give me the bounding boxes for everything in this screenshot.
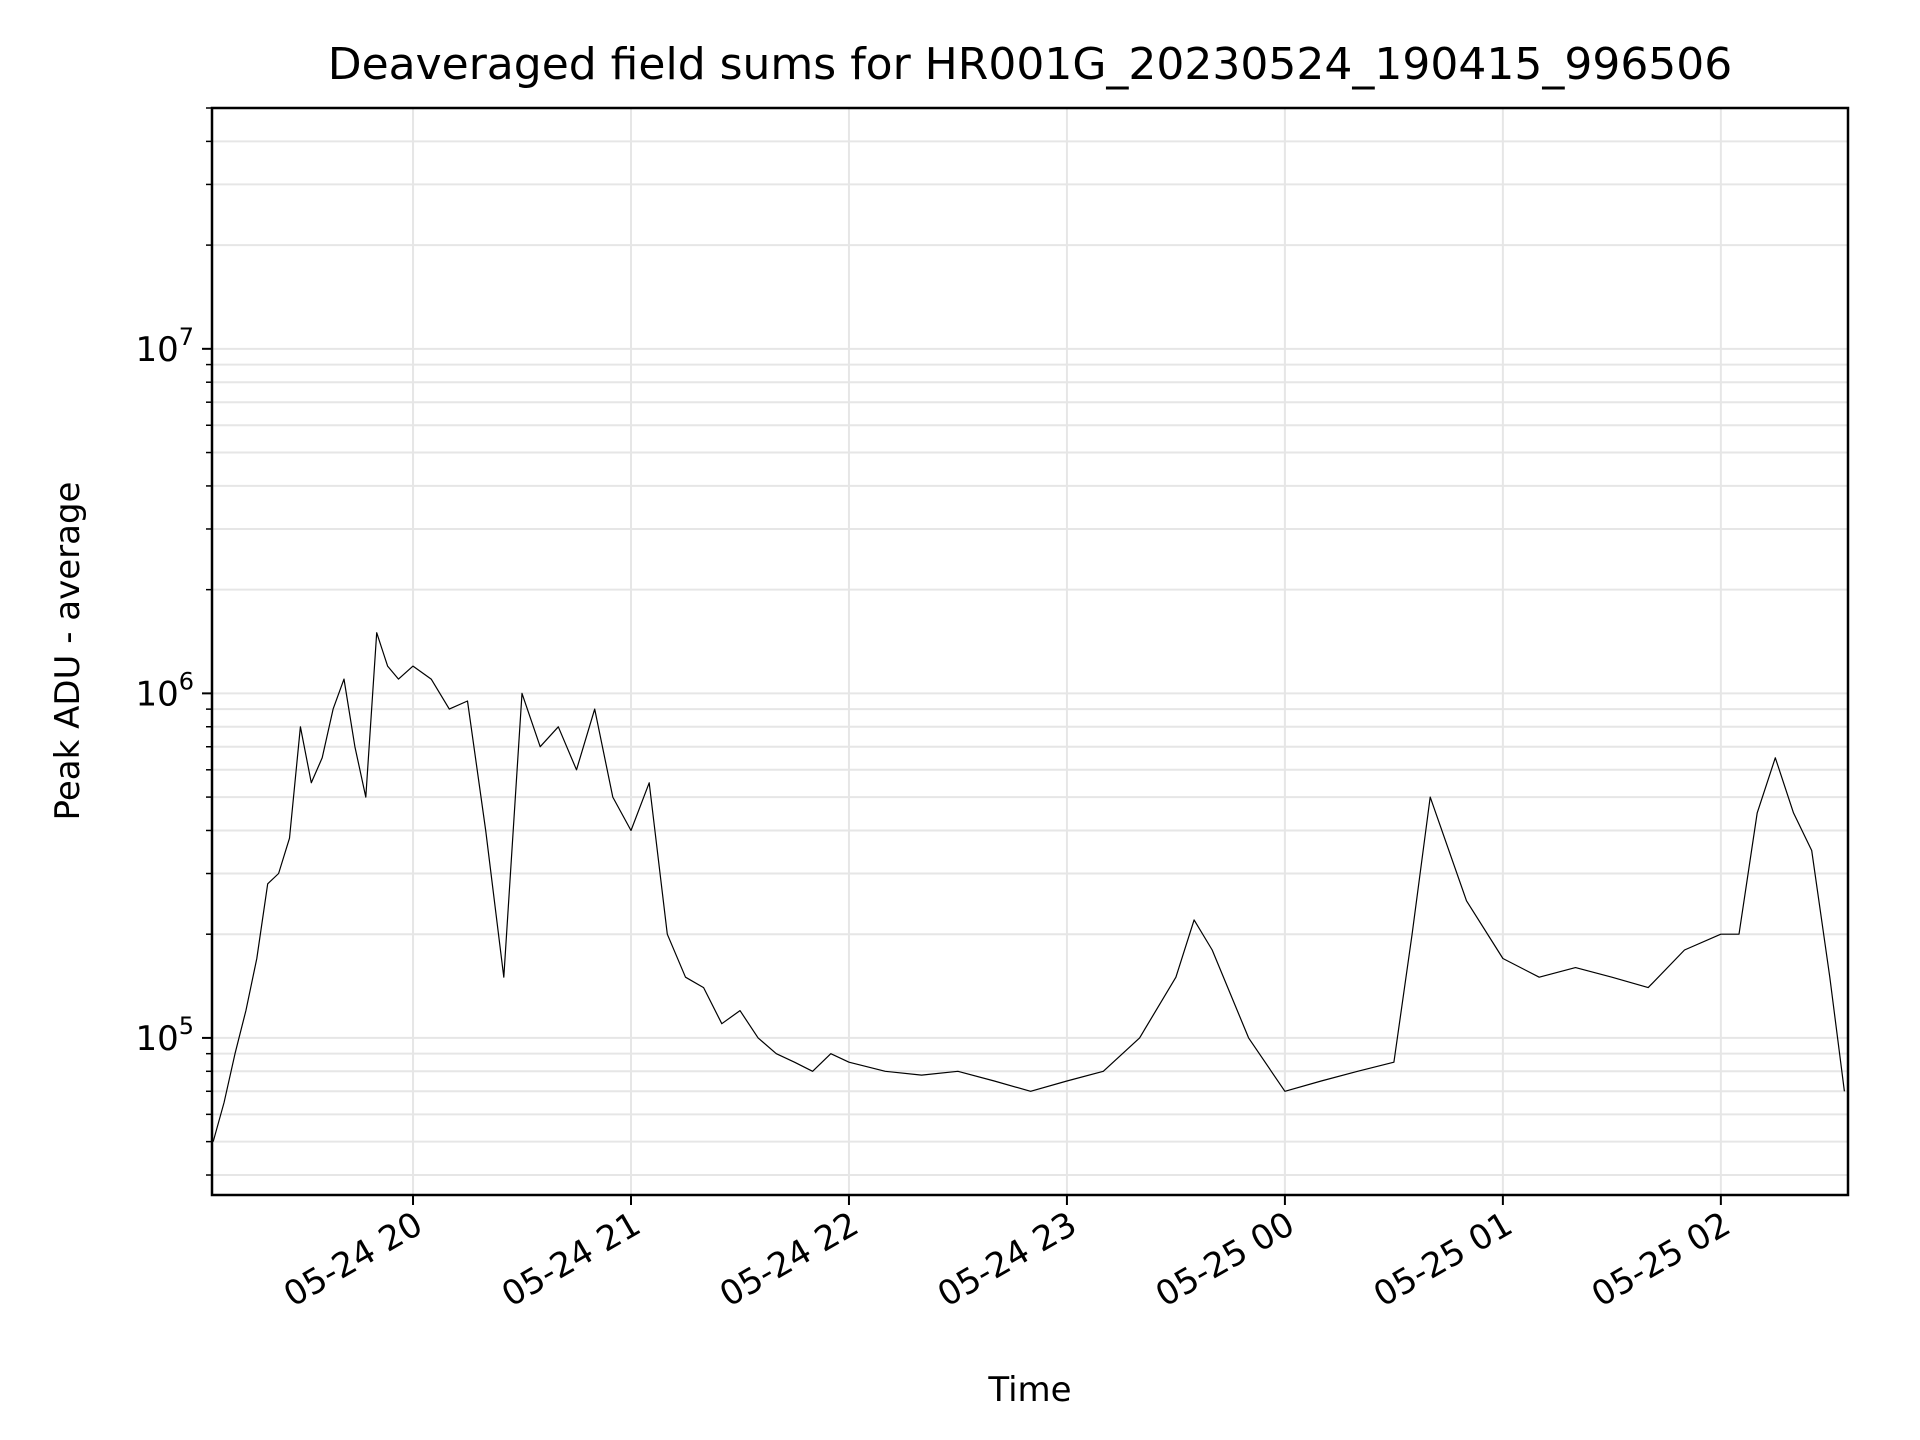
x-axis-title: Time bbox=[987, 1370, 1071, 1410]
chart-title: Deaveraged field sums for HR001G_2023052… bbox=[328, 39, 1733, 90]
plot-frame bbox=[210, 106, 1850, 1197]
series-line bbox=[212, 632, 1845, 1142]
y-axis: 105 106 107 bbox=[135, 107, 212, 1176]
y-tick-label: 105 bbox=[135, 1012, 194, 1059]
y-tick-label: 107 bbox=[135, 323, 194, 370]
y-tick-label: 106 bbox=[135, 667, 194, 714]
y-axis-title: Peak ADU - average bbox=[48, 482, 88, 821]
plot-area bbox=[212, 632, 1845, 1142]
